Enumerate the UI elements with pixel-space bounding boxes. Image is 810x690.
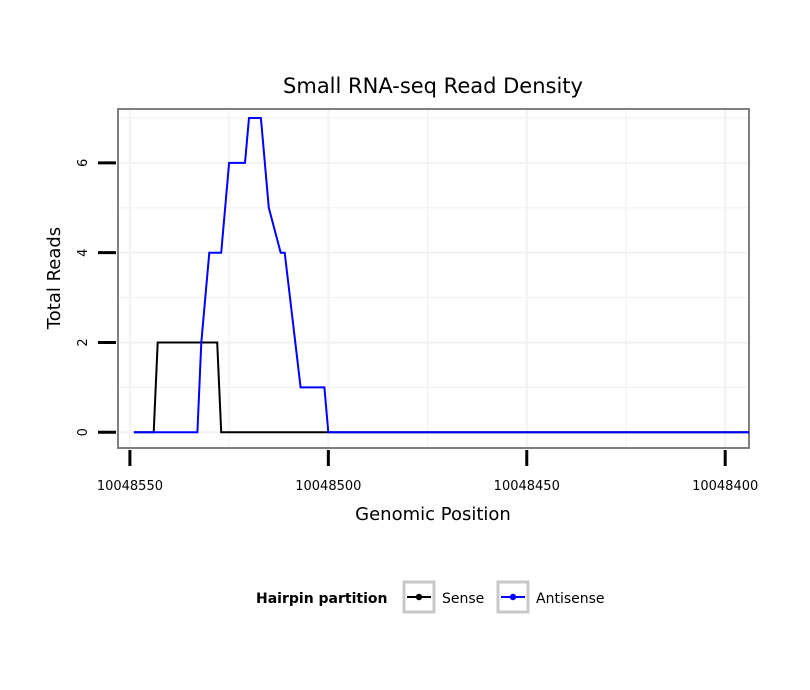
x-tick-label: 10048550 [97, 479, 163, 494]
series-layer [133, 117, 749, 434]
legend-key-point [509, 593, 517, 601]
legend-key-point [415, 593, 423, 601]
plot-panel [117, 108, 750, 449]
legend-label-sense: Sense [442, 591, 484, 607]
y-tick-label: 6 [76, 159, 91, 167]
legend-title: Hairpin partition [256, 591, 387, 607]
legend-label-antisense: Antisense [536, 591, 605, 607]
y-tick-label: 0 [76, 428, 91, 436]
series-line-sense [133, 341, 749, 434]
series-line-antisense [133, 117, 749, 434]
x-axis-title: Genomic Position [355, 504, 511, 525]
y-tick-label: 4 [76, 249, 91, 257]
x-tick-label: 10048500 [295, 479, 361, 494]
y-axis-title: Total Reads [44, 227, 65, 330]
x-tick-label: 10048450 [494, 479, 560, 494]
y-tick-label: 2 [76, 338, 91, 346]
grid [118, 109, 749, 448]
x-tick-label: 10048400 [692, 479, 758, 494]
y-axis: 0 2 4 6 [76, 159, 116, 436]
legend: Hairpin partition Sense Antisense [256, 580, 605, 614]
chart-title: Small RNA-seq Read Density [283, 74, 583, 98]
x-axis: 10048550 10048500 10048450 10048400 [97, 450, 758, 494]
